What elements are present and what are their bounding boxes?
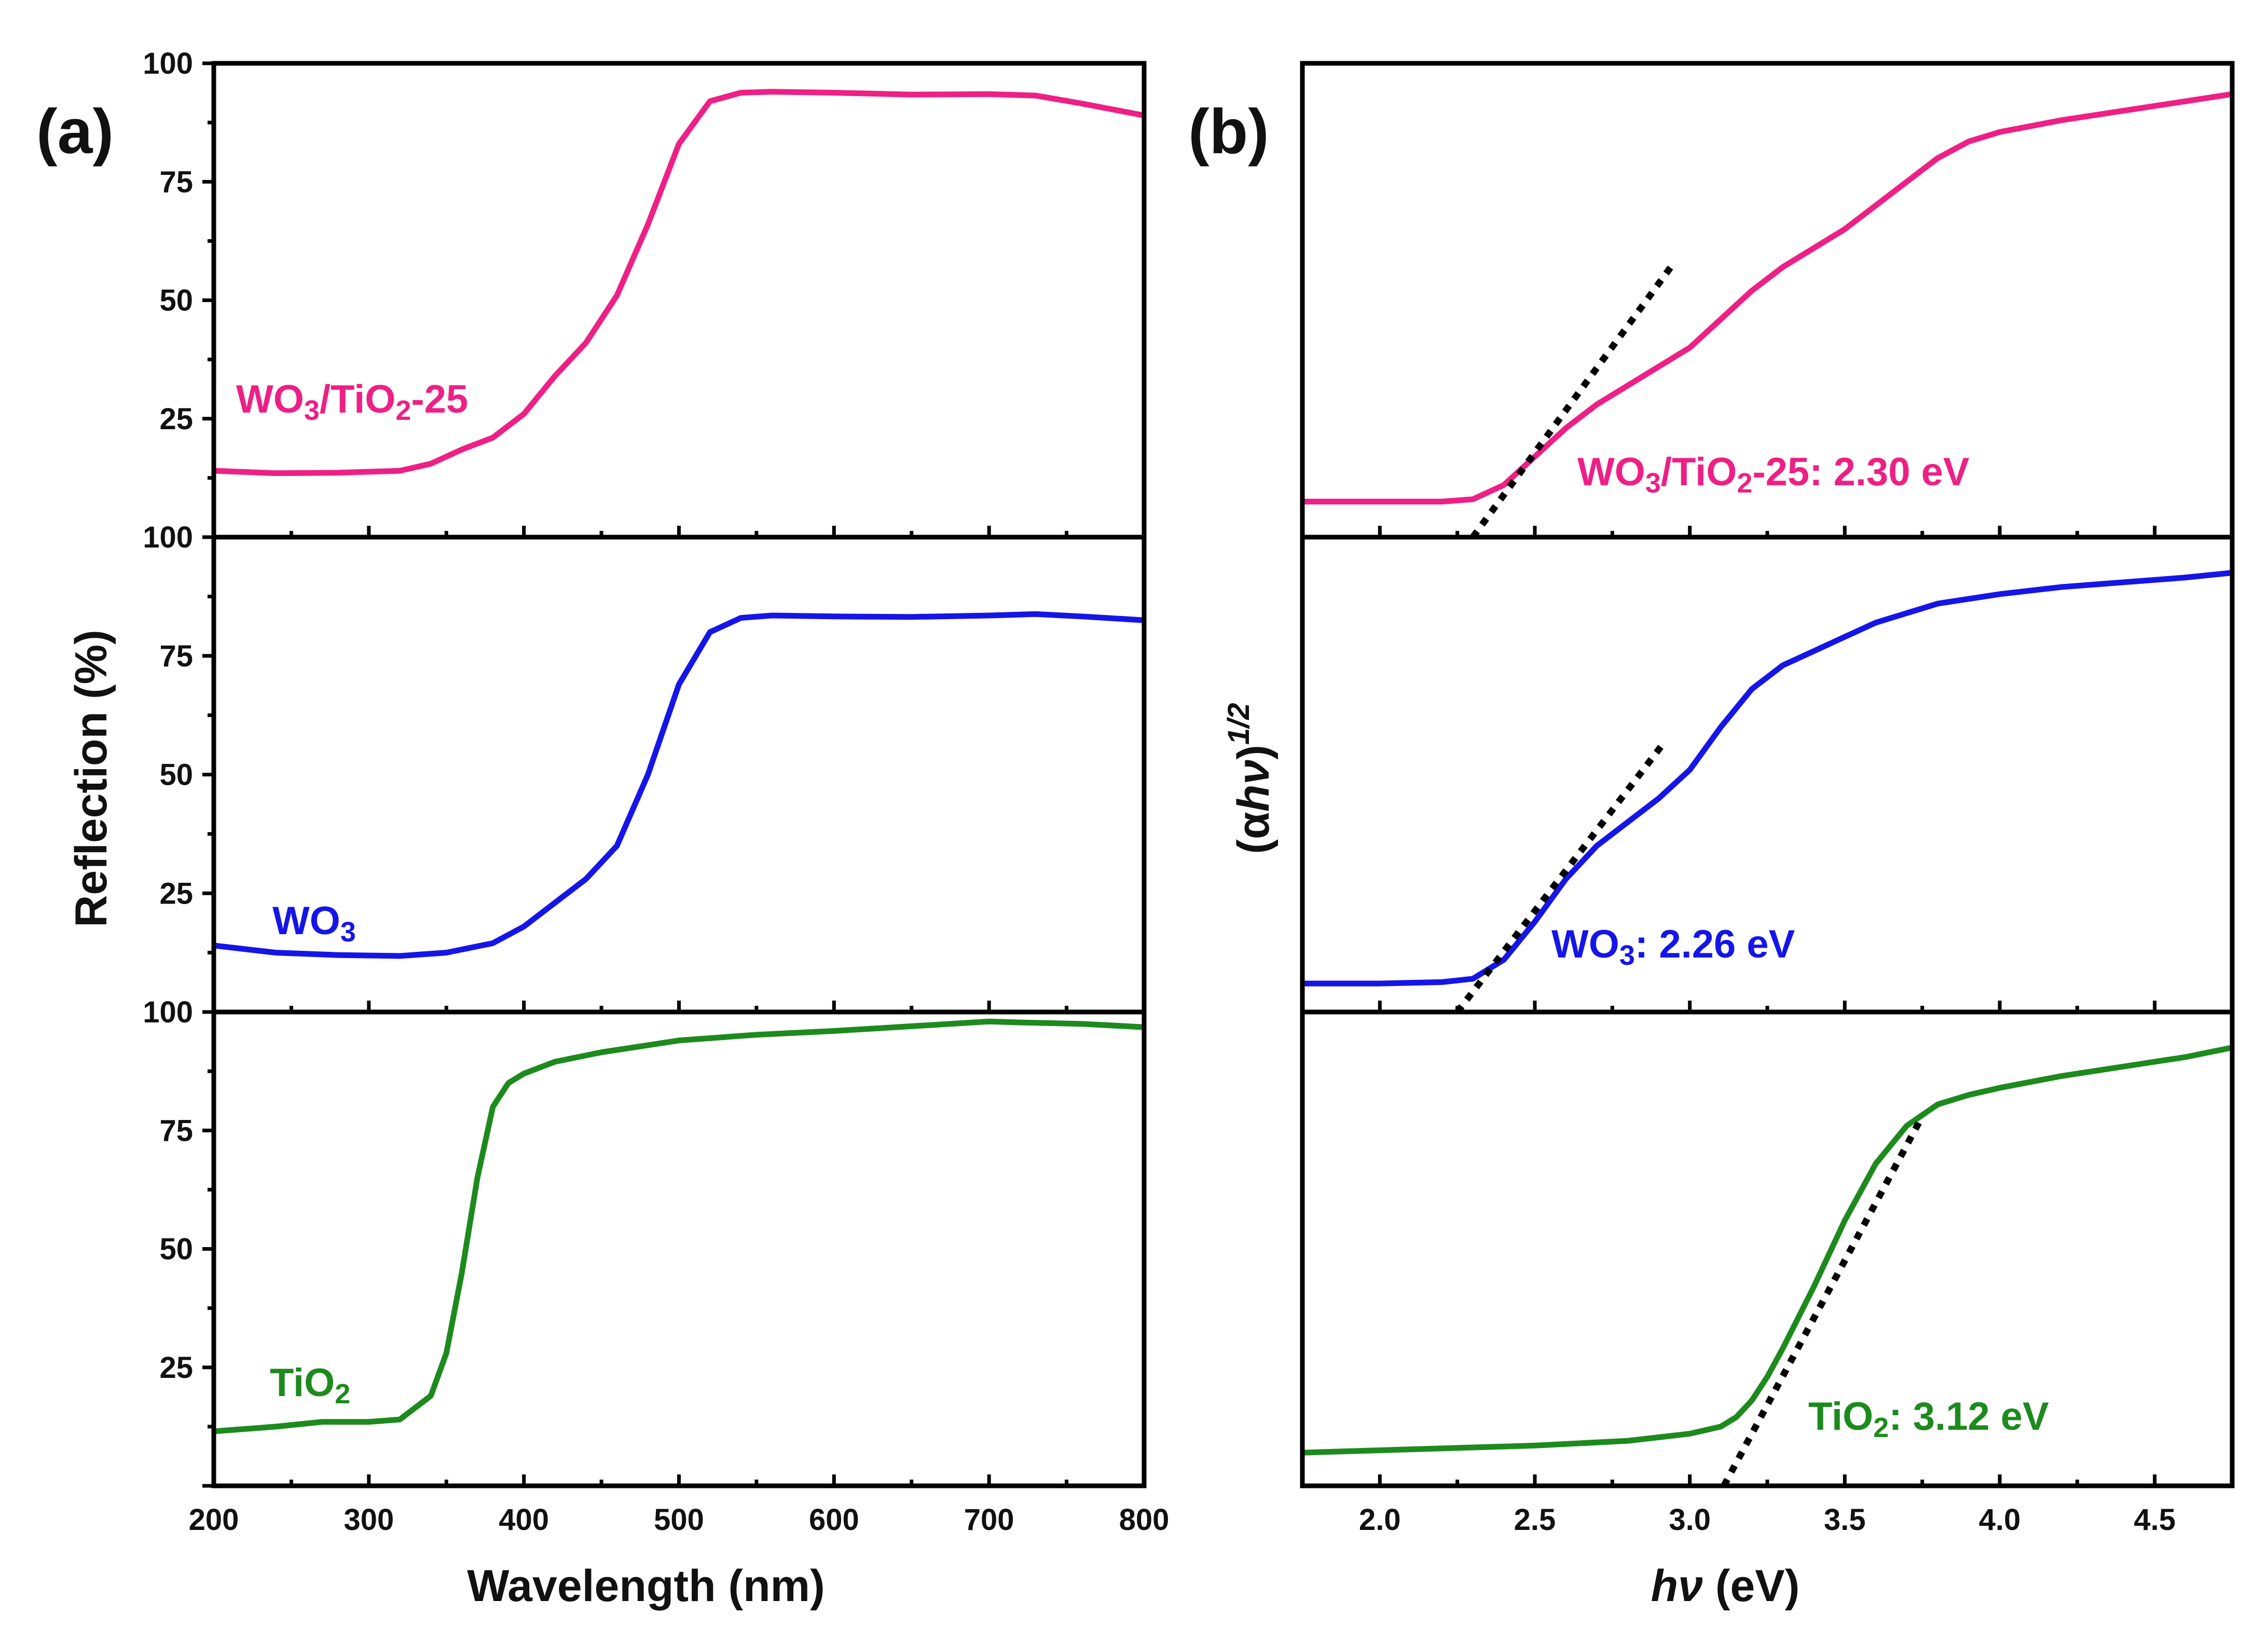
panel-a-x-axis-title: Wavelength (nm)	[467, 1561, 825, 1611]
panel-b-series-line-wo3-tio2-25	[1302, 91, 2232, 505]
y-title-alpha: α	[1229, 812, 1279, 839]
panel-b-y-axis-title: (αhν)1/2	[1222, 703, 1279, 854]
panel-a-x-tick-label: 400	[499, 1503, 549, 1537]
panel-b-x-tick-label: 4.5	[2134, 1503, 2176, 1537]
panel-a-subplot-tio2: 25 50 75 100 TiO2	[143, 995, 1147, 1488]
y-title-exponent: 1/2	[1222, 703, 1256, 745]
panel-a-y-tick-label: 50	[159, 284, 193, 318]
panel-b-x-tick-label: 2.5	[1514, 1503, 1556, 1537]
panel-b-band-gap-label-wo3-tio2-25-part: -25: 2.30 eV	[1752, 450, 1970, 494]
panel-a-series-label-wo3-part: WO	[272, 899, 340, 943]
panel-a-x-tick-label: 800	[1119, 1503, 1170, 1537]
panel-a-x-tick-label: 500	[654, 1503, 704, 1537]
panel-b-band-gap-label-tio2-part: : 3.12 eV	[1889, 1394, 2049, 1439]
panel-b-letter: (b)	[1188, 96, 1269, 167]
panel-a-series-label-wo3-tio2-25: WO3/TiO2-25	[236, 377, 468, 426]
panel-a-x-tick-label: 200	[189, 1503, 239, 1537]
panel-a-series-label-wo3-tio2-25-part: /TiO	[320, 377, 395, 421]
panel-b-subplot-wo3-tio2-25: WO3/TiO2-25: 2.30 eV	[1300, 61, 2235, 540]
panel-a-series-line-wo3	[214, 611, 1144, 959]
panel-a-y-tick-label: 100	[143, 47, 193, 80]
panel-b-frame-tio2	[1300, 1009, 2235, 1488]
panel-b-x-tick-label: 2.0	[1359, 1503, 1401, 1537]
x-title-h: h	[1651, 1561, 1679, 1611]
panel-a-y-axis-title: Reflection (%)	[66, 630, 116, 927]
panel-a-x-tick-label: 600	[809, 1503, 859, 1537]
panel-b-band-gap-label-tio2-part: 2	[1873, 1412, 1889, 1443]
panel-a-series-label-wo3-tio2-25-part: 2	[395, 395, 411, 426]
panel-b-fit-line-tio2	[1721, 1114, 1926, 1486]
panel-a-series-label-wo3: WO3	[272, 899, 356, 948]
panel-a-y-tick-label: 75	[159, 165, 193, 199]
panel-a-y-tick-label: 75	[159, 1114, 193, 1147]
panel-a-frame-wo3-tio2-25	[211, 61, 1147, 540]
panel-b-series-line-wo3	[1302, 570, 2232, 987]
panel-b-series-line-tio2	[1302, 1044, 2232, 1456]
panel-a-y-tick-label: 75	[159, 639, 193, 673]
panel-b-x-tick-label: 3.0	[1669, 1503, 1711, 1537]
panel-b-band-gap-label-tio2: TiO2: 3.12 eV	[1808, 1394, 2049, 1443]
panel-a-y-tick-label: 50	[159, 1233, 193, 1266]
panel-a-series-label-wo3-tio2-25-part: -25	[411, 377, 468, 421]
x-title-unit: (eV)	[1703, 1561, 1799, 1611]
y-title-nu: ν	[1229, 760, 1279, 785]
panel-a-y-tick-label: 100	[143, 521, 193, 554]
panel-a-subplot-wo3: 25 50 75 100 WO3	[143, 521, 1147, 1015]
x-title-nu: ν	[1678, 1561, 1703, 1611]
panel-b-fit-line-wo3-tio2-25	[1470, 260, 1678, 537]
panel-b-x-tick-label: 3.5	[1824, 1503, 1866, 1537]
panel-a-frame-tio2	[211, 1009, 1147, 1488]
y-title-h: h	[1229, 785, 1279, 812]
panel-a-x-tick-label: 700	[964, 1503, 1014, 1537]
panel-b-band-gap-label-tio2-part: TiO	[1808, 1394, 1873, 1439]
panel-b-band-gap-label-wo3-part: : 2.26 eV	[1635, 922, 1795, 966]
panel-b-band-gap-label-wo3: WO3: 2.26 eV	[1551, 922, 1795, 971]
panel-a-series-label-wo3-tio2-25-part: WO	[236, 377, 304, 421]
panel-b-band-gap-label-wo3-part: 3	[1619, 940, 1635, 971]
panel-a-letter: (a)	[36, 96, 114, 167]
panel-a-subplot-wo3-tio2-25: 25 50 75 100 WO3/TiO2-25	[143, 47, 1147, 540]
panel-a-series-label-tio2: TiO2	[270, 1361, 350, 1410]
panel-a-y-tick-label: 25	[159, 1351, 193, 1385]
panel-a-series-label-wo3-tio2-25-part: 3	[304, 395, 320, 426]
panel-b-x-axis-title: hν (eV)	[1651, 1561, 1800, 1611]
panel-a-series-label-tio2-part: TiO	[270, 1361, 335, 1405]
panel-a-y-tick-label: 25	[159, 877, 193, 910]
panel-a-reflection: 255075100WO3/TiO2-25255075100WO325507510…	[143, 47, 1169, 1537]
panel-b-band-gap-label-wo3-tio2-25-part: WO	[1577, 450, 1645, 494]
panel-b-x-tick-label: 4.0	[1979, 1503, 2021, 1537]
panel-b-subplot-wo3: WO3: 2.26 eV	[1300, 535, 2235, 1015]
panel-a-series-label-tio2-part: 2	[335, 1378, 350, 1410]
panel-b-band-gap-label-wo3-tio2-25-part: 3	[1645, 468, 1661, 499]
panel-a-series-line-tio2	[214, 1018, 1144, 1434]
y-title-open: (	[1229, 839, 1279, 854]
panel-a-y-tick-label: 100	[143, 995, 193, 1029]
panel-a-y-tick-label: 50	[159, 758, 193, 792]
panel-a-series-label-wo3-part: 3	[340, 917, 356, 948]
panel-b-band-gap-label-wo3-tio2-25: WO3/TiO2-25: 2.30 eV	[1577, 450, 1970, 499]
panel-b-band-gap-label-wo3-tio2-25-part: 2	[1737, 468, 1752, 499]
panel-b-subplot-tio2: TiO2: 3.12 eV	[1300, 1009, 2235, 1488]
panel-b-fit-line-wo3	[1454, 739, 1668, 1012]
y-title-close: )	[1229, 745, 1279, 760]
panel-a-y-tick-label: 25	[159, 402, 193, 436]
panel-b-band-gap-label-wo3-part: WO	[1551, 922, 1619, 966]
panel-a-series-line-wo3-tio2-25	[214, 89, 1144, 476]
panel-b-band-gap-label-wo3-tio2-25-part: /TiO	[1661, 450, 1737, 494]
panel-a-x-tick-label: 300	[343, 1503, 394, 1537]
